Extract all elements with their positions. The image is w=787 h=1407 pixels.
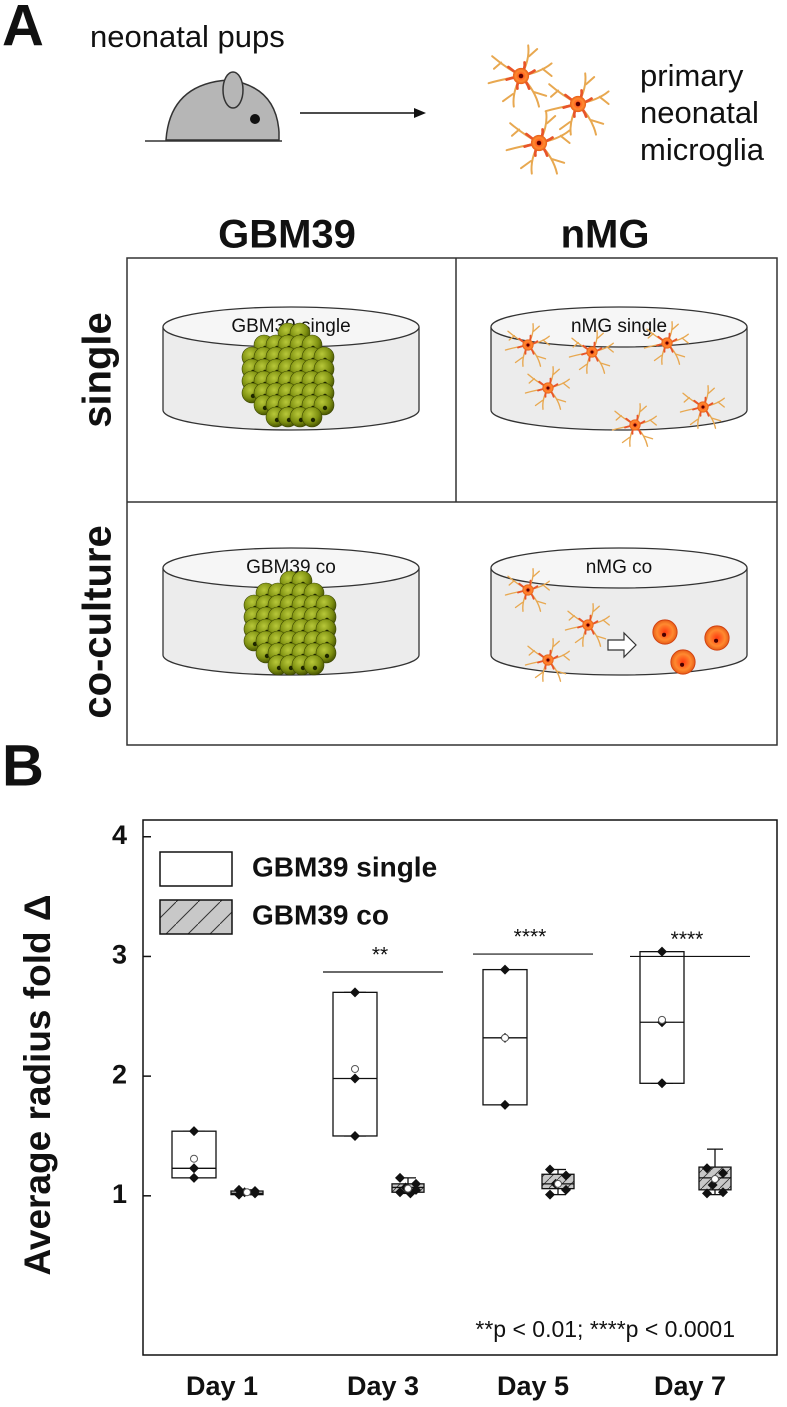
mean-marker [658, 1015, 666, 1024]
panel-label: A [2, 0, 44, 58]
panel-label: B [2, 733, 44, 798]
data-point [411, 1178, 421, 1189]
plot: 1 2 3 4 Day 1 Day 3 ** Day 5 **** Day 7 **** GBM39 … [112, 820, 750, 1401]
mean-marker [501, 1033, 509, 1042]
box-group [332, 987, 378, 1141]
row-header: single [76, 312, 120, 428]
box-group [541, 1164, 575, 1200]
significance-label: **** [671, 928, 704, 951]
data-point [350, 1073, 360, 1084]
data-point [189, 1172, 199, 1183]
arrow [607, 631, 637, 659]
significance-label: ** [372, 944, 388, 967]
mean-marker [243, 1188, 251, 1197]
dish-wall [490, 568, 748, 676]
data-point [500, 964, 510, 975]
y-tick-label: 3 [112, 940, 127, 970]
column-header: nMG [561, 213, 650, 257]
y-tick-label: 2 [112, 1059, 127, 1089]
y-tick-label: 4 [112, 820, 127, 850]
box-group [171, 1126, 217, 1183]
x-tick-label: Day 5 [497, 1371, 569, 1401]
data-point [545, 1189, 555, 1200]
x-tick-label: Day 1 [186, 1371, 258, 1401]
data-point [500, 1099, 510, 1110]
legend-swatch [159, 851, 233, 887]
column-header: GBM39 [218, 213, 356, 257]
dish: nMG co [490, 547, 748, 676]
legend-label: GBM39 single [252, 851, 437, 882]
footnote: **p < 0.01; ****p < 0.0001 [475, 1316, 735, 1342]
dish-wall [490, 327, 748, 431]
nucleus [312, 665, 318, 671]
data-point [718, 1187, 728, 1198]
nucleus [322, 405, 328, 411]
microglia-icon [505, 111, 571, 175]
y-tick-label: 1 [112, 1179, 127, 1209]
data-point [718, 1168, 728, 1179]
box-group [482, 964, 528, 1110]
data-point [395, 1172, 405, 1183]
data-point [702, 1163, 712, 1174]
legend-swatch [159, 899, 233, 935]
nucleus [324, 653, 330, 659]
source-label: neonatal pups [90, 19, 285, 54]
data-point [702, 1188, 712, 1199]
data-point [189, 1163, 199, 1174]
data-point [250, 1188, 260, 1199]
row-header: co-culture [76, 525, 120, 718]
box-group [391, 1172, 425, 1199]
mean-marker [711, 1175, 719, 1184]
mean-marker [351, 1064, 359, 1073]
data-point [545, 1164, 555, 1175]
x-tick-label: Day 7 [654, 1371, 726, 1401]
tumor-cell [303, 654, 325, 676]
spheroid [243, 570, 337, 676]
data-point [350, 1130, 360, 1141]
box-group [639, 946, 685, 1089]
box-group [230, 1184, 264, 1200]
spheroid [241, 322, 335, 428]
plot-frame [142, 819, 778, 1356]
mean-marker [190, 1154, 198, 1163]
dish-label: GBM39 co [246, 557, 336, 578]
round-cell [704, 625, 730, 651]
microglia-icon [544, 72, 610, 136]
dish: nMG single [490, 306, 748, 431]
target-label: microglia [640, 132, 765, 167]
significance-label: **** [514, 926, 547, 949]
tumor-cell [301, 406, 323, 428]
data-point [189, 1126, 199, 1137]
mouse [145, 71, 282, 142]
box [332, 991, 378, 1137]
round-cell [652, 619, 678, 645]
target-label: primary [640, 58, 744, 93]
target-label: neonatal [640, 95, 759, 130]
microglia-icon [487, 44, 553, 108]
dish-rim [490, 547, 748, 589]
mean-marker [554, 1179, 562, 1188]
mean-marker [404, 1184, 412, 1193]
data-point [657, 1078, 667, 1089]
x-tick-label: Day 3 [347, 1371, 419, 1401]
dish-label: nMG co [586, 557, 653, 578]
nucleus [310, 417, 316, 423]
y-axis-label: Average radius fold Δ [17, 895, 58, 1276]
box-group [698, 1148, 732, 1199]
round-cell [670, 649, 696, 675]
data-point [234, 1189, 244, 1200]
data-point [657, 946, 667, 957]
data-point [395, 1187, 405, 1198]
data-point [350, 987, 360, 998]
grid-frame [126, 257, 778, 746]
legend-label: GBM39 co [252, 899, 389, 930]
data-point [561, 1170, 571, 1181]
data-point [561, 1184, 571, 1195]
dish-label: nMG single [571, 316, 667, 337]
arrow [300, 108, 426, 118]
